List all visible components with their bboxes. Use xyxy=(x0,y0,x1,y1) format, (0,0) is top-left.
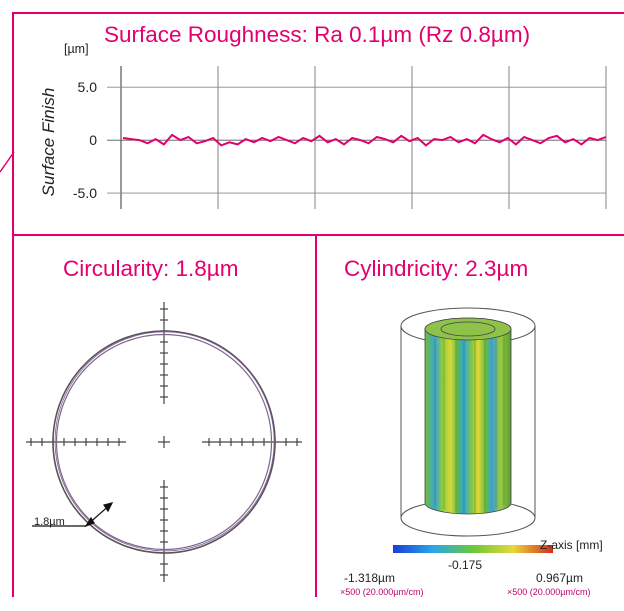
circularity-profile-outer xyxy=(52,330,276,554)
roughness-y-axis-label: Surface Finish xyxy=(39,87,58,197)
measured-cylinder-surface xyxy=(424,317,512,515)
roughness-unit-label: [µm] xyxy=(64,42,89,56)
roughness-grid xyxy=(107,66,607,209)
circularity-panel: Circularity: 1.8µm 1.8µm xyxy=(12,234,318,597)
circularity-profile-inner xyxy=(55,333,273,551)
measured-cylinder-top xyxy=(424,317,512,341)
circularity-profile-mid xyxy=(54,331,275,552)
circularity-plot xyxy=(26,302,302,582)
cylindricity-panel: Cylindricity: 2.3µm xyxy=(315,234,624,597)
cylindricity-3d-plot xyxy=(393,307,553,553)
roughness-y-tick-label: 5.0 xyxy=(78,79,98,95)
roughness-chart: 5.0 0 -5.0 xyxy=(73,66,607,209)
inner-cylinder-top xyxy=(440,321,496,337)
scale-max-value: 0.967µm xyxy=(536,571,583,585)
roughness-y-tick-label: 0 xyxy=(89,132,97,148)
circularity-callout-arrow xyxy=(32,502,114,528)
roughness-title: Surface Roughness: Ra 0.1µm (Rz 0.8µm) xyxy=(104,22,531,47)
scale-min-value: -1.318µm xyxy=(344,571,395,585)
roughness-y-ticks: 5.0 0 -5.0 xyxy=(73,79,97,201)
z-axis-label: Z-axis [mm] xyxy=(540,538,603,552)
circularity-crosshair xyxy=(26,302,302,582)
cylindricity-title: Cylindricity: 2.3µm xyxy=(344,256,529,281)
circularity-callout-label: 1.8µm xyxy=(34,516,65,528)
scale-right-note: ×500 (20.000µm/cm) xyxy=(507,587,591,597)
roughness-trace xyxy=(122,133,607,147)
roughness-y-tick-label: -5.0 xyxy=(73,185,97,201)
circularity-title: Circularity: 1.8µm xyxy=(63,256,239,281)
surface-roughness-panel: Surface Roughness: Ra 0.1µm (Rz 0.8µm) [… xyxy=(12,12,624,237)
color-scale-bar xyxy=(393,545,553,553)
surface-streaks xyxy=(434,337,505,513)
scale-mid-value: -0.175 xyxy=(448,558,483,572)
scale-left-note: ×500 (20.000µm/cm) xyxy=(340,587,424,597)
leader-line xyxy=(0,151,15,173)
